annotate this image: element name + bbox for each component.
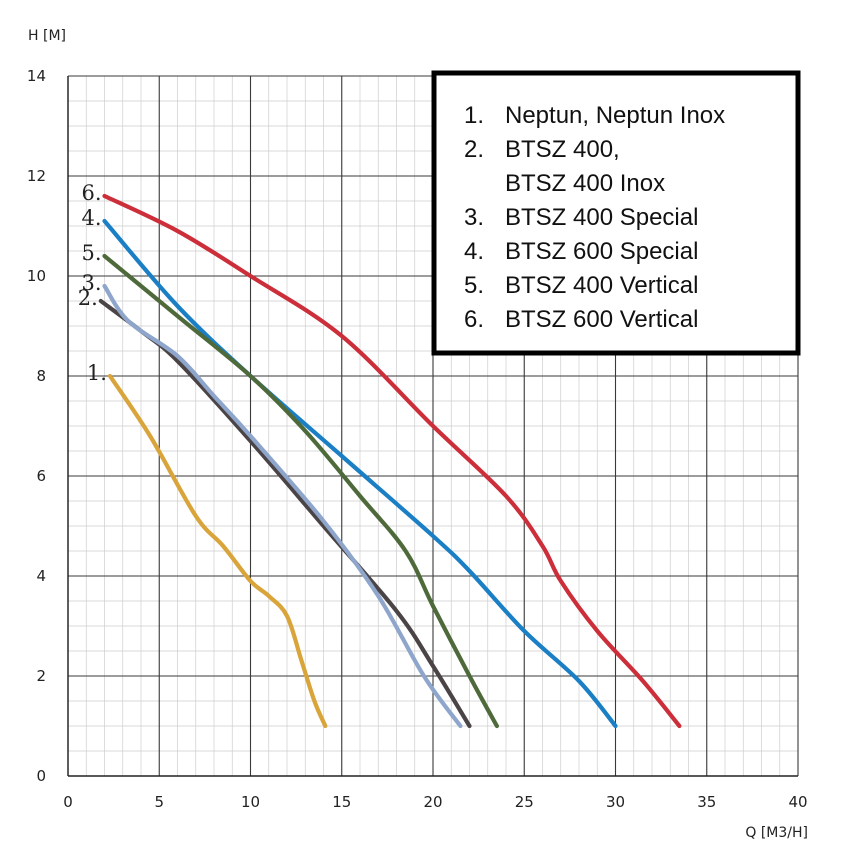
- series-line-5: [102, 253, 499, 729]
- axes: [67, 76, 798, 777]
- x-tick-label: 10: [241, 793, 260, 811]
- series-label-3: 3.: [81, 271, 101, 295]
- y-tick-label: 2: [36, 667, 46, 685]
- legend-item-number: 5.: [464, 272, 484, 299]
- x-axis-title: Q [M3/H]: [745, 825, 808, 841]
- tick-labels: 0 5 10 15 20 25 30 35 40 0 2 4 6 8 10 12 14: [27, 67, 808, 811]
- y-axis-title: H [M]: [28, 28, 66, 44]
- series-label-1: 1.: [87, 361, 107, 385]
- legend: 1. Neptun, Neptun Inox 2. BTSZ 400, BTSZ 400…: [431, 70, 801, 356]
- legend-item-text: Neptun, Neptun Inox: [505, 102, 725, 129]
- legend-item-number: 2.: [464, 136, 484, 163]
- x-tick-label: 35: [697, 793, 716, 811]
- x-tick-label: 20: [423, 793, 442, 811]
- series-label-5: 5.: [81, 241, 101, 265]
- series-label-2: 2.: [78, 286, 98, 310]
- x-tick-label: 30: [606, 793, 625, 811]
- series-lines: [98, 193, 682, 729]
- legend-item-number: 4.: [464, 238, 484, 265]
- y-tick-label: 4: [36, 567, 46, 585]
- legend-box: [431, 70, 801, 356]
- y-tick-label: 6: [36, 467, 46, 485]
- legend-item-text: BTSZ 600 Vertical: [505, 306, 698, 333]
- legend-item-number: 3.: [464, 204, 484, 231]
- x-tick-label: 15: [332, 793, 351, 811]
- series-line-4: [102, 218, 618, 729]
- series-label-6: 6.: [81, 181, 101, 205]
- series-label-4: 4.: [81, 206, 101, 230]
- legend-item-number: 6.: [464, 306, 484, 333]
- series-labels: 1. 2.3. 4. 5. 6.: [78, 181, 107, 385]
- legend-item-text: BTSZ 400 Special: [505, 204, 698, 231]
- x-tick-label: 25: [515, 793, 534, 811]
- y-tick-label: 8: [36, 367, 46, 385]
- y-tick-label: 14: [27, 67, 46, 85]
- legend-item-text: BTSZ 600 Special: [505, 238, 698, 265]
- x-tick-label: 0: [63, 793, 73, 811]
- y-tick-label: 12: [27, 167, 46, 185]
- legend-item-number: 1.: [464, 102, 484, 129]
- x-tick-label: 5: [154, 793, 164, 811]
- x-tick-label: 40: [788, 793, 807, 811]
- y-tick-label: 10: [27, 267, 46, 285]
- series-line-1: [107, 373, 328, 729]
- series-line-6: [102, 193, 682, 729]
- series-line-3: [102, 283, 463, 729]
- legend-item-text: BTSZ 400 Inox: [505, 170, 665, 197]
- legend-item-text: BTSZ 400 Vertical: [505, 272, 698, 299]
- legend-item-text: BTSZ 400,: [505, 136, 620, 163]
- y-tick-label: 0: [36, 767, 46, 785]
